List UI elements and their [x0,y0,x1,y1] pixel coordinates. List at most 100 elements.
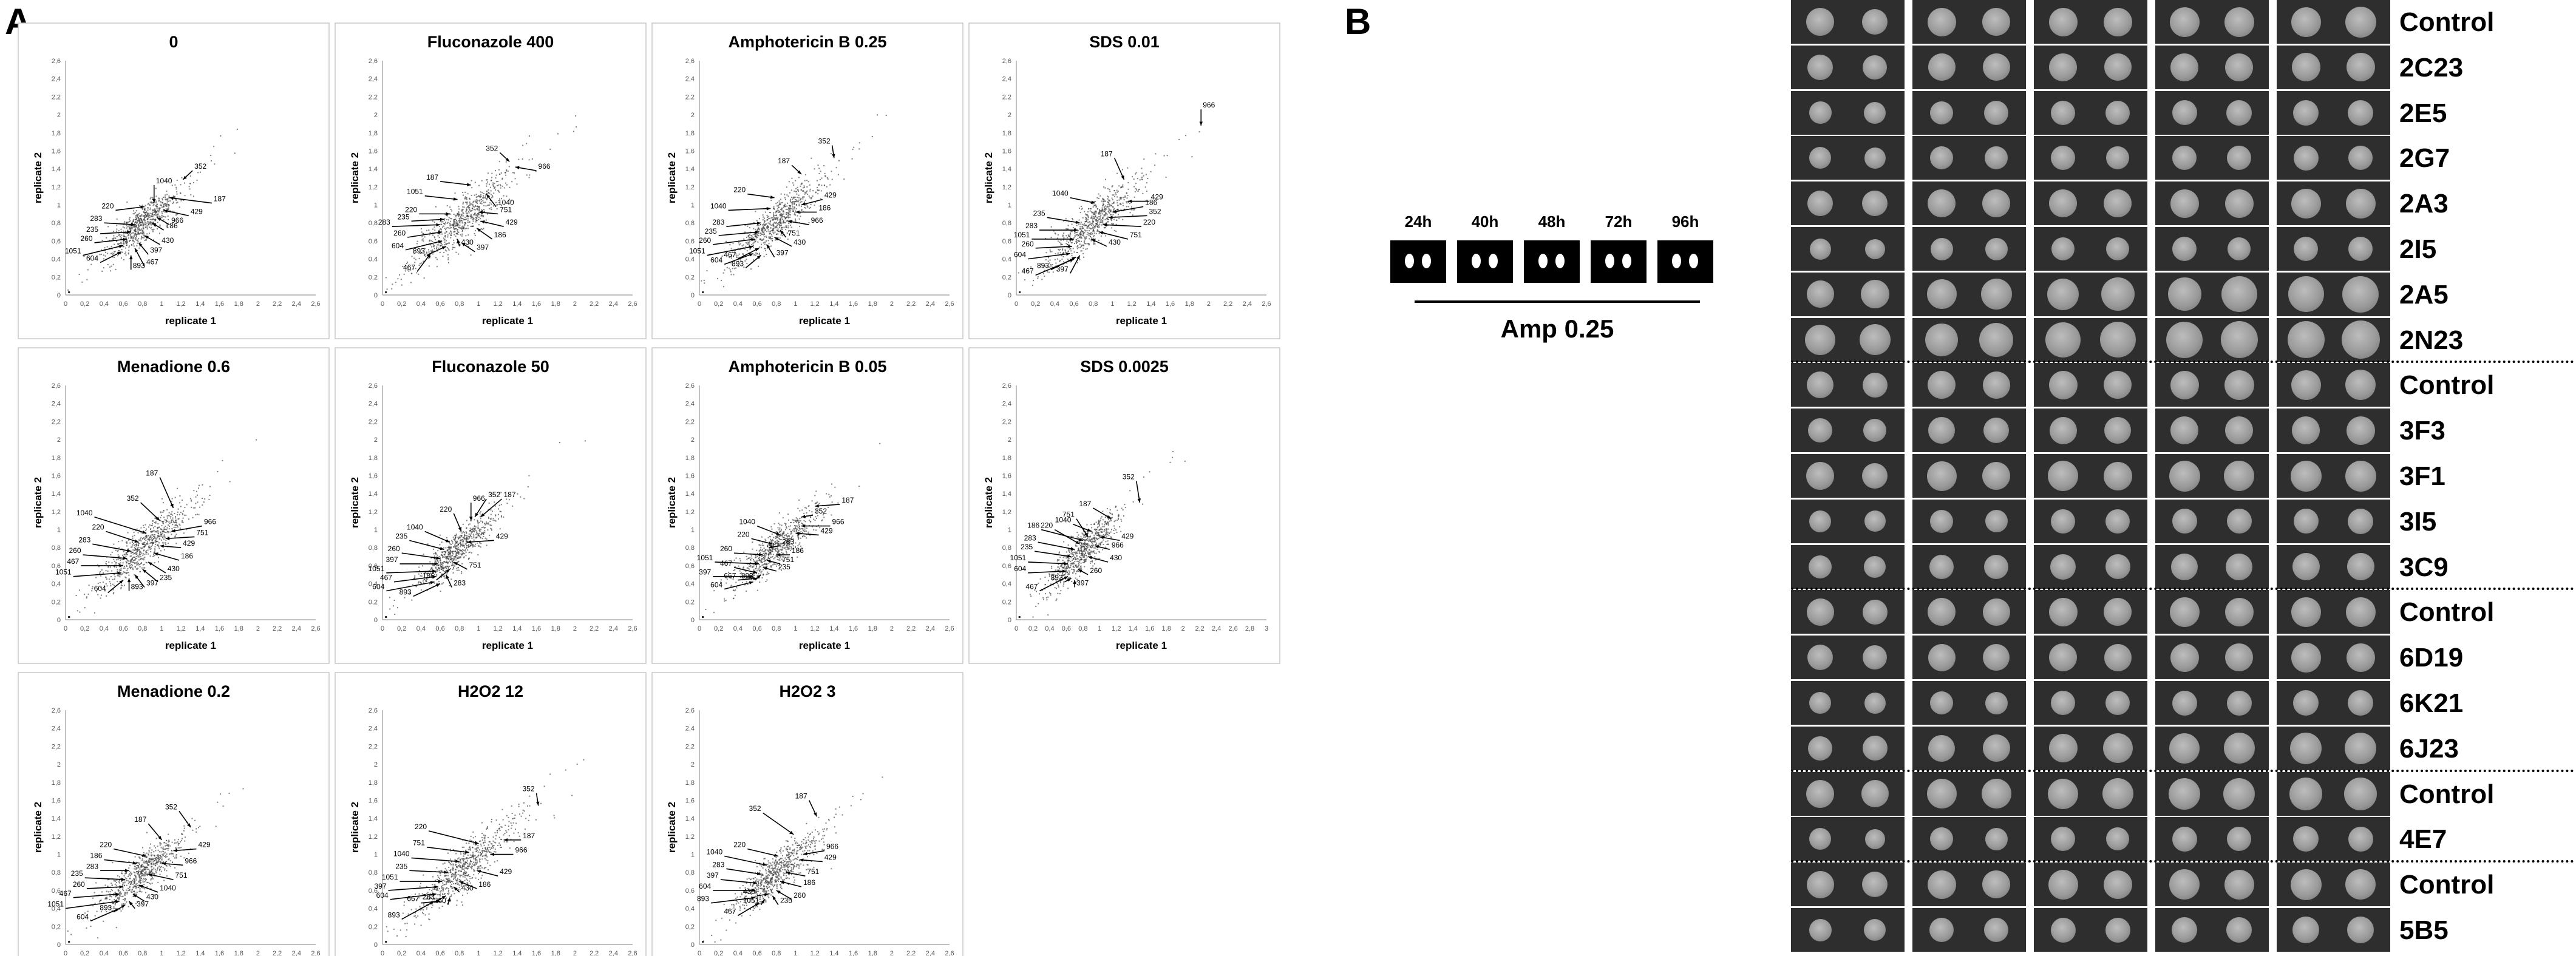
data-point [460,540,462,541]
data-point [816,180,818,181]
data-point [140,537,142,538]
data-point [477,215,478,217]
data-point [815,510,817,512]
data-point [145,214,146,215]
data-point [491,172,493,174]
data-point [1090,208,1092,209]
data-point [78,589,80,591]
data-point [1048,262,1050,264]
data-point [125,236,127,238]
data-point [117,244,119,246]
data-point [179,502,181,504]
data-point [140,225,142,226]
data-point [783,216,785,217]
data-point [179,192,181,194]
data-point [1093,201,1095,203]
data-point [738,257,740,259]
data-point [175,202,177,204]
data-point [455,543,457,544]
data-point [491,529,492,531]
data-point [135,236,137,237]
annotation-label: 966 [204,518,216,526]
data-point [477,525,479,527]
data-point [86,597,87,599]
data-point [441,569,443,571]
data-point [421,248,422,249]
data-point [755,228,756,230]
data-point [779,218,781,220]
x-tick-label: 1,8 [868,625,877,632]
data-point [450,544,452,546]
data-point [810,206,812,208]
data-point [1109,209,1110,211]
data-point [1107,217,1109,219]
data-point [773,218,775,220]
data-point [166,517,168,519]
data-point [399,274,400,276]
data-point [121,574,123,575]
data-point [132,551,134,553]
x-tick-label: 1,4 [512,300,522,308]
data-point [153,210,154,212]
data-point [1056,270,1058,271]
data-point [144,208,146,210]
data-point [523,498,525,500]
data-point [115,562,117,564]
data-point [467,216,469,218]
data-point [1093,232,1095,234]
data-point [1059,260,1061,262]
data-point [133,232,134,234]
data-point [441,564,443,565]
y-tick-label: 0 [691,292,695,299]
data-point [117,556,119,557]
data-point [1165,177,1167,178]
data-point [811,198,812,200]
annotation-arrowhead [832,154,835,158]
data-point [769,223,771,225]
data-point [762,228,764,229]
data-point [155,537,157,539]
data-point [1072,240,1073,241]
data-point [471,180,472,181]
data-point [120,237,122,239]
annotation-label: 430 [1109,238,1121,246]
annotation-arrowhead [170,503,174,508]
y-tick-label: 2 [1008,112,1011,119]
data-point [120,586,122,588]
data-point [139,571,141,572]
data-point [117,551,118,552]
data-point [117,559,119,561]
annotation-arrowhead [117,251,121,256]
data-point [1127,206,1129,208]
data-point [141,543,143,545]
data-point [818,173,820,174]
data-point [736,256,738,258]
data-point [781,214,783,215]
annotation-label: 187 [503,490,515,499]
annotation-arrow [100,251,122,263]
data-point [478,532,480,534]
data-point [455,538,456,540]
data-point [1091,211,1093,212]
data-point [165,205,167,206]
data-point [67,289,69,291]
data-point [1116,219,1118,221]
data-point [137,556,139,558]
data-point [101,569,103,571]
data-point [461,554,463,555]
annotation-label: 893 [1037,261,1049,270]
data-point [459,553,461,555]
data-point [129,568,131,569]
data-point [1143,175,1144,177]
data-point [462,212,464,214]
data-point [149,549,151,551]
data-point [506,170,508,172]
data-point [175,520,177,521]
y-axis-label: replicate 2 [666,477,678,528]
data-point [467,206,469,208]
x-tick-label: 2,2 [590,625,599,632]
data-point [444,218,446,220]
data-point [123,236,124,237]
data-point [164,211,166,213]
data-point [131,564,133,566]
